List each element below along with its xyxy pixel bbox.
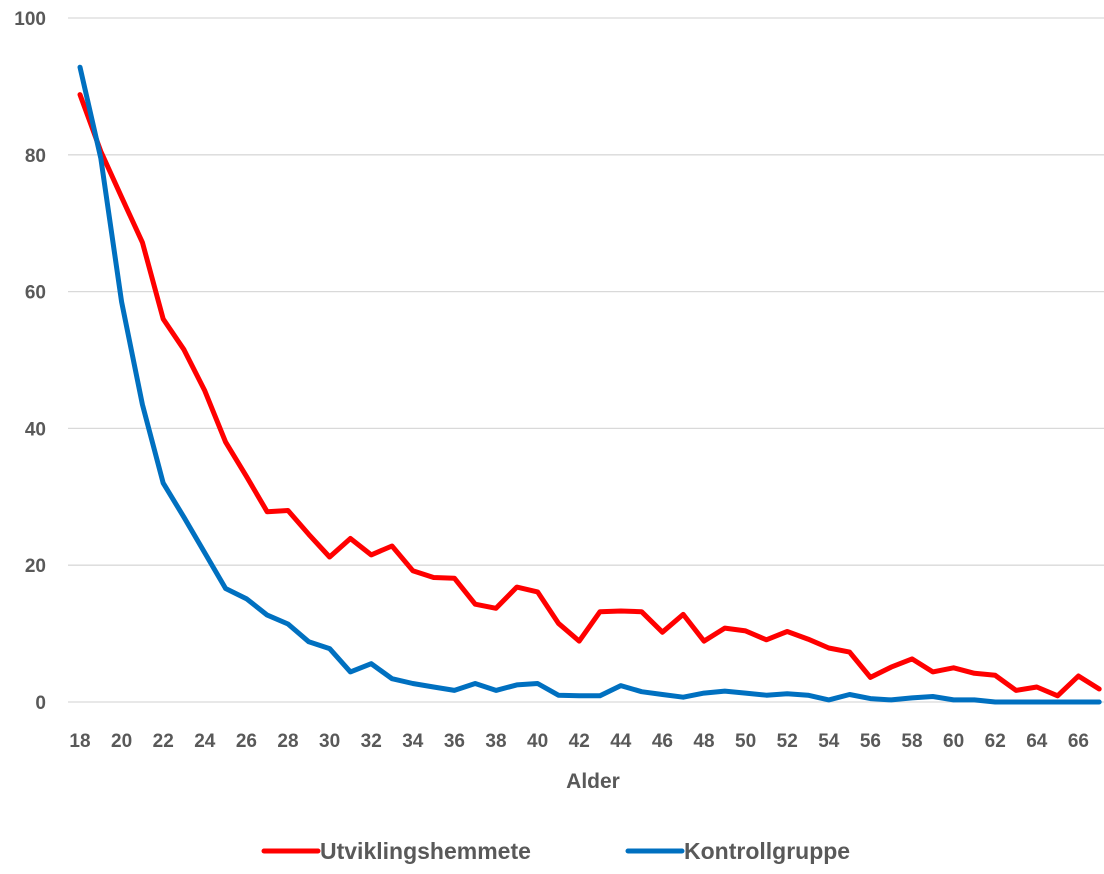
x-axis-title: Alder <box>566 770 620 793</box>
x-axis-ticks: 18 20 22 24 26 28 30 32 34 36 38 40 42 44 46 48 50 52 54 56… <box>69 731 1089 752</box>
x-tick-label-50: 50 <box>735 731 756 752</box>
x-tick-label-42: 42 <box>569 731 590 752</box>
series-lines <box>77 64 1102 705</box>
y-axis-ticks: 0 20 40 60 80 100 <box>14 9 46 714</box>
x-tick-label-66: 66 <box>1068 731 1089 752</box>
x-tick-label-36: 36 <box>444 731 465 752</box>
x-tick-label-20: 20 <box>111 731 132 752</box>
x-tick-label-18: 18 <box>69 731 90 752</box>
x-tick-label-62: 62 <box>985 731 1006 752</box>
x-tick-label-58: 58 <box>901 731 922 752</box>
x-tick-label-22: 22 <box>153 731 174 752</box>
x-tick-label-64: 64 <box>1026 731 1048 752</box>
y-tick-label-80: 80 <box>25 146 46 167</box>
x-tick-label-38: 38 <box>485 731 506 752</box>
x-tick-label-40: 40 <box>527 731 548 752</box>
x-tick-label-54: 54 <box>818 731 840 752</box>
y-tick-label-0: 0 <box>35 693 46 714</box>
x-tick-label-32: 32 <box>361 731 382 752</box>
gridlines <box>68 17 1104 703</box>
x-tick-label-52: 52 <box>777 731 798 752</box>
x-tick-label-48: 48 <box>693 731 714 752</box>
x-tick-label-56: 56 <box>860 731 881 752</box>
legend-label-utviklingshemmete: Utviklingshemmete <box>320 838 531 864</box>
x-tick-label-46: 46 <box>652 731 673 752</box>
legend: Utviklingshemmete Kontrollgruppe <box>261 838 850 864</box>
x-tick-label-24: 24 <box>194 731 216 752</box>
legend-label-kontrollgruppe: Kontrollgruppe <box>684 838 850 864</box>
y-tick-label-60: 60 <box>25 283 46 304</box>
series-line-kontrollgruppe <box>77 64 1102 705</box>
series-line-utviklingshemmete <box>77 92 1102 699</box>
x-tick-label-60: 60 <box>943 731 964 752</box>
y-tick-label-40: 40 <box>25 419 46 440</box>
x-tick-label-34: 34 <box>402 731 424 752</box>
x-tick-label-26: 26 <box>236 731 257 752</box>
x-tick-label-30: 30 <box>319 731 340 752</box>
x-tick-label-44: 44 <box>610 731 632 752</box>
x-tick-label-28: 28 <box>277 731 298 752</box>
y-tick-label-20: 20 <box>25 556 46 577</box>
y-tick-label-100: 100 <box>14 9 46 30</box>
